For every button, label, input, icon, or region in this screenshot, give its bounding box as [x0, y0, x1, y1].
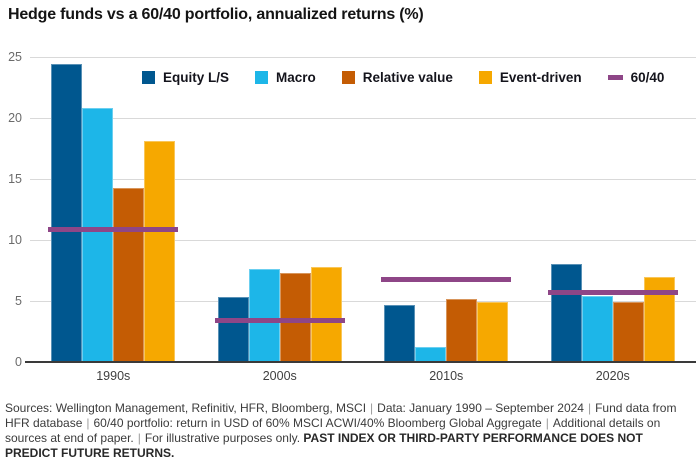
legend-square-icon: [478, 71, 492, 84]
bar-macro-2010s: [415, 347, 447, 362]
legend-item-macro: Macro: [255, 70, 316, 85]
bar-macro-1990s: [82, 108, 114, 362]
x-category-label: 2020s: [595, 369, 630, 383]
bar-equity-l-s-2010s: [384, 304, 416, 362]
benchmark-line-1990s: [48, 226, 179, 232]
gridline: [30, 57, 696, 58]
x-category-label: 2010s: [429, 369, 464, 383]
gridline: [30, 118, 696, 119]
footer-disclaimer: PAST INDEX OR THIRD-PARTY PERFORMANCE DO…: [5, 431, 643, 460]
legend-label: Macro: [276, 70, 316, 85]
y-tick-label: 20: [8, 111, 22, 125]
legend-label: Event-driven: [499, 70, 582, 85]
footer-separator: |: [587, 401, 592, 415]
y-tick-label: 0: [15, 355, 22, 369]
footer-segment: Fund data from HFR database: [5, 401, 677, 430]
bar-event-driven-2010s: [477, 302, 509, 362]
bar-equity-l-s-1990s: [51, 64, 83, 362]
bar-event-driven-2000s: [310, 266, 342, 362]
bar-group-2000s: [214, 57, 345, 362]
legend-item-relative-value: Relative value: [341, 70, 453, 85]
y-tick-label: 10: [8, 233, 22, 247]
footer-segment: Sources: Wellington Management, Refiniti…: [5, 401, 367, 415]
legend-item-event-driven: Event-driven: [478, 70, 582, 85]
legend-dash-icon: [607, 75, 623, 80]
legend-square-icon: [255, 71, 269, 84]
bar-relative-value-2010s: [446, 298, 478, 362]
bar-macro-2000s: [248, 269, 280, 362]
footer-segment: 60/40 portfolio: return in USD of 60% MS…: [93, 416, 542, 430]
bar-equity-l-s-2000s: [217, 297, 249, 362]
footer-segment: Data: January 1990 – September 2024: [377, 401, 584, 415]
gridline: [30, 179, 696, 180]
y-tick-label: 15: [8, 172, 22, 186]
x-axis-line: [25, 361, 696, 363]
footer-separator: |: [86, 416, 90, 430]
legend-item-equity-l-s: Equity L/S: [142, 70, 229, 85]
chart-title: Hedge funds vs a 60/40 portfolio, annual…: [8, 6, 424, 23]
benchmark-line-2000s: [214, 318, 345, 324]
bar-event-driven-1990s: [144, 141, 176, 362]
x-category-label: 2000s: [262, 369, 297, 383]
legend-item-60-40: 60/40: [607, 70, 665, 85]
legend-label: 60/40: [630, 70, 665, 85]
x-category-label: 1990s: [96, 369, 131, 383]
footer-notes: Sources: Wellington Management, Refiniti…: [5, 401, 697, 461]
y-tick-label: 5: [15, 294, 22, 308]
bar-relative-value-1990s: [113, 187, 145, 362]
bar-group-1990s: [48, 57, 179, 362]
bar-relative-value-2000s: [279, 272, 311, 362]
y-tick-label: 25: [8, 50, 22, 64]
y-axis: 0 5 10 15 20 25: [0, 50, 22, 369]
footer-segment: Additional details on sources at end of …: [5, 416, 661, 445]
gridline: [30, 301, 696, 302]
footer-separator: |: [370, 401, 374, 415]
legend-label: Equity L/S: [163, 70, 230, 85]
footer-segment: For illustrative purposes only.: [144, 431, 301, 445]
bar-macro-2020s: [581, 296, 613, 362]
legend-square-icon: [142, 71, 155, 84]
legend: Equity L/S Macro Relative value Event-drive…: [142, 70, 664, 85]
bar-group-2020s: [547, 57, 678, 362]
bar-equity-l-s-2020s: [550, 264, 582, 362]
plot-area: [30, 57, 696, 362]
bar-group-2010s: [381, 57, 512, 362]
footer-separator: |: [545, 416, 549, 430]
legend-label: Relative value: [362, 70, 453, 85]
gridline: [30, 240, 696, 241]
benchmark-line-2010s: [381, 276, 512, 282]
bar-relative-value-2020s: [612, 302, 644, 362]
footer-separator: |: [137, 431, 141, 445]
legend-square-icon: [341, 71, 355, 84]
benchmark-line-2020s: [547, 289, 678, 295]
